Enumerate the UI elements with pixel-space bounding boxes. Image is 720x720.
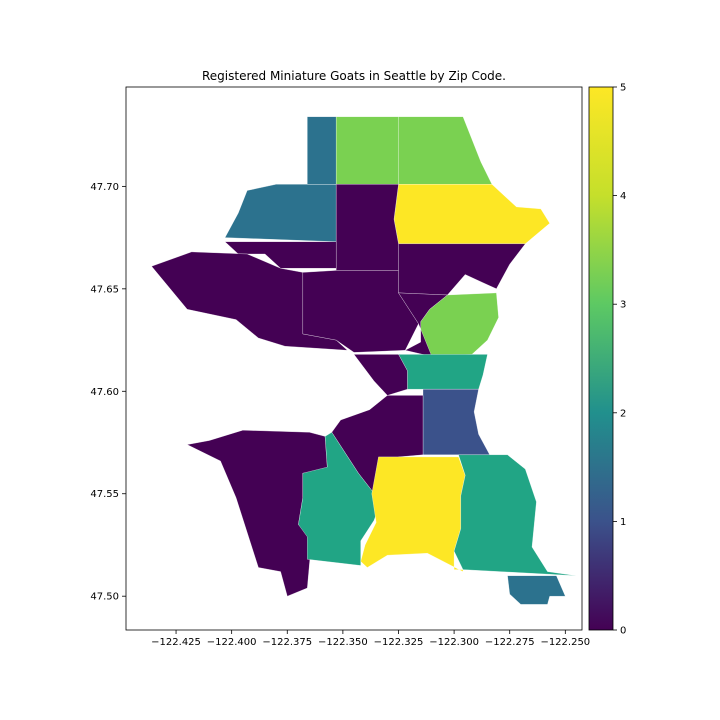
- zip-region-8: [302, 270, 419, 353]
- zip-region-19: [453, 454, 577, 576]
- zip-region-1: [224, 116, 337, 242]
- colorbar-tick-label: 1: [620, 517, 626, 528]
- zip-region-13: [353, 354, 408, 396]
- zip-region-4: [393, 184, 550, 244]
- colorbar-tick-label: 5: [620, 83, 626, 94]
- y-axis: 47.50 47.55 47.60 47.65 47.70: [90, 182, 126, 603]
- y-tick-label: 47.50: [90, 592, 119, 603]
- chart-title: Registered Miniature Goats in Seattle by…: [202, 69, 506, 83]
- zip-region-20: [507, 575, 566, 605]
- zip-region-3: [398, 116, 493, 185]
- x-tick-label: −122.250: [540, 637, 590, 648]
- x-tick-label: −122.350: [318, 637, 368, 648]
- x-tick-label: −122.375: [262, 637, 312, 648]
- x-tick-label: −122.275: [485, 637, 535, 648]
- zip-region-17: [298, 432, 381, 566]
- colorbar-tick-label: 3: [620, 300, 626, 311]
- x-tick-label: −122.300: [429, 637, 479, 648]
- zip-region-9: [398, 243, 526, 296]
- colorbar-tick-label: 2: [620, 408, 626, 419]
- zip-region-14: [422, 389, 490, 455]
- colorbar-tick-label: 4: [620, 191, 626, 202]
- x-tick-label: −122.400: [207, 637, 257, 648]
- plot-frame: [125, 86, 583, 631]
- x-axis: −122.425 −122.400 −122.375 −122.350 −122.325…: [151, 630, 590, 648]
- x-tick-label: −122.325: [374, 637, 424, 648]
- zip-region-12: [398, 354, 488, 390]
- x-tick-label: −122.425: [151, 637, 201, 648]
- zip-region-5: [336, 184, 399, 271]
- y-tick-label: 47.65: [90, 284, 119, 295]
- colorbar: [589, 87, 613, 630]
- colorbar-tick-label: 0: [620, 626, 626, 637]
- colorbar-frame: [588, 86, 614, 631]
- y-tick-label: 47.55: [90, 489, 119, 500]
- y-tick-label: 47.60: [90, 387, 119, 398]
- zip-region-2: [336, 116, 399, 185]
- zip-region-11: [398, 292, 448, 357]
- zip-region-18: [360, 456, 466, 572]
- colorbar-axis: 0 1 2 3 4 5: [613, 83, 626, 637]
- y-tick-label: 47.70: [90, 182, 119, 193]
- zip-regions: [151, 116, 577, 605]
